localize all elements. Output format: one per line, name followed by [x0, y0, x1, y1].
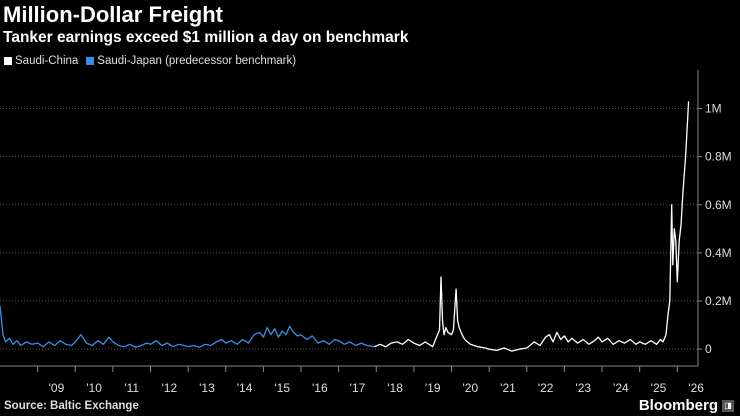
legend-item-saudi-china: Saudi-China	[4, 55, 78, 67]
x-tick-label: '11	[124, 381, 139, 395]
x-tick-label: '17	[350, 381, 366, 395]
legend-swatch-saudi-japan	[86, 57, 95, 65]
y-tick-label: 0.2M	[705, 294, 732, 308]
x-tick-label: '13	[199, 381, 215, 395]
source-note: Source: Baltic Exchange	[4, 400, 139, 412]
x-tick-label: '22	[538, 381, 554, 395]
bloomberg-mark-icon: ◨	[722, 400, 734, 412]
x-tick-label: '09	[49, 381, 65, 395]
y-tick-label: 0.4M	[705, 246, 732, 260]
series-line-saudi-japan-predecessor-benchmark	[0, 305, 375, 348]
y-tick-label: 1M	[705, 102, 722, 116]
bloomberg-logo: Bloomberg	[638, 397, 718, 414]
x-tick-label: '15	[274, 381, 290, 395]
y-tick-label: 0.6M	[705, 198, 732, 212]
chart-legend: Saudi-China Saudi-Japan (predecessor ben…	[4, 55, 304, 67]
x-tick-label: '24	[613, 381, 629, 395]
x-tick-label: '14	[237, 381, 253, 395]
x-tick-label: '21	[500, 381, 516, 395]
x-tick-label: '19	[425, 381, 441, 395]
chart-subtitle: Tanker earnings exceed $1 million a day …	[3, 29, 409, 46]
x-tick-label: '20	[463, 381, 479, 395]
legend-label-saudi-japan: Saudi-Japan (predecessor benchmark)	[97, 55, 297, 67]
chart-title: Million-Dollar Freight	[3, 2, 223, 27]
x-tick-label: '10	[86, 381, 102, 395]
legend-item-saudi-japan: Saudi-Japan (predecessor benchmark)	[86, 55, 296, 67]
x-tick-label: '18	[387, 381, 403, 395]
y-tick-label: 0	[705, 342, 712, 356]
x-tick-label: '26	[688, 381, 704, 395]
y-tick-label: 0.8M	[705, 150, 732, 164]
series-line-saudi-china	[374, 101, 690, 352]
x-tick-label: '12	[162, 381, 178, 395]
legend-swatch-saudi-china	[4, 57, 12, 65]
x-tick-label: '25	[651, 381, 667, 395]
x-tick-label: '16	[312, 381, 328, 395]
legend-label-saudi-china: Saudi-China	[15, 55, 79, 67]
x-tick-label: '23	[575, 381, 591, 395]
